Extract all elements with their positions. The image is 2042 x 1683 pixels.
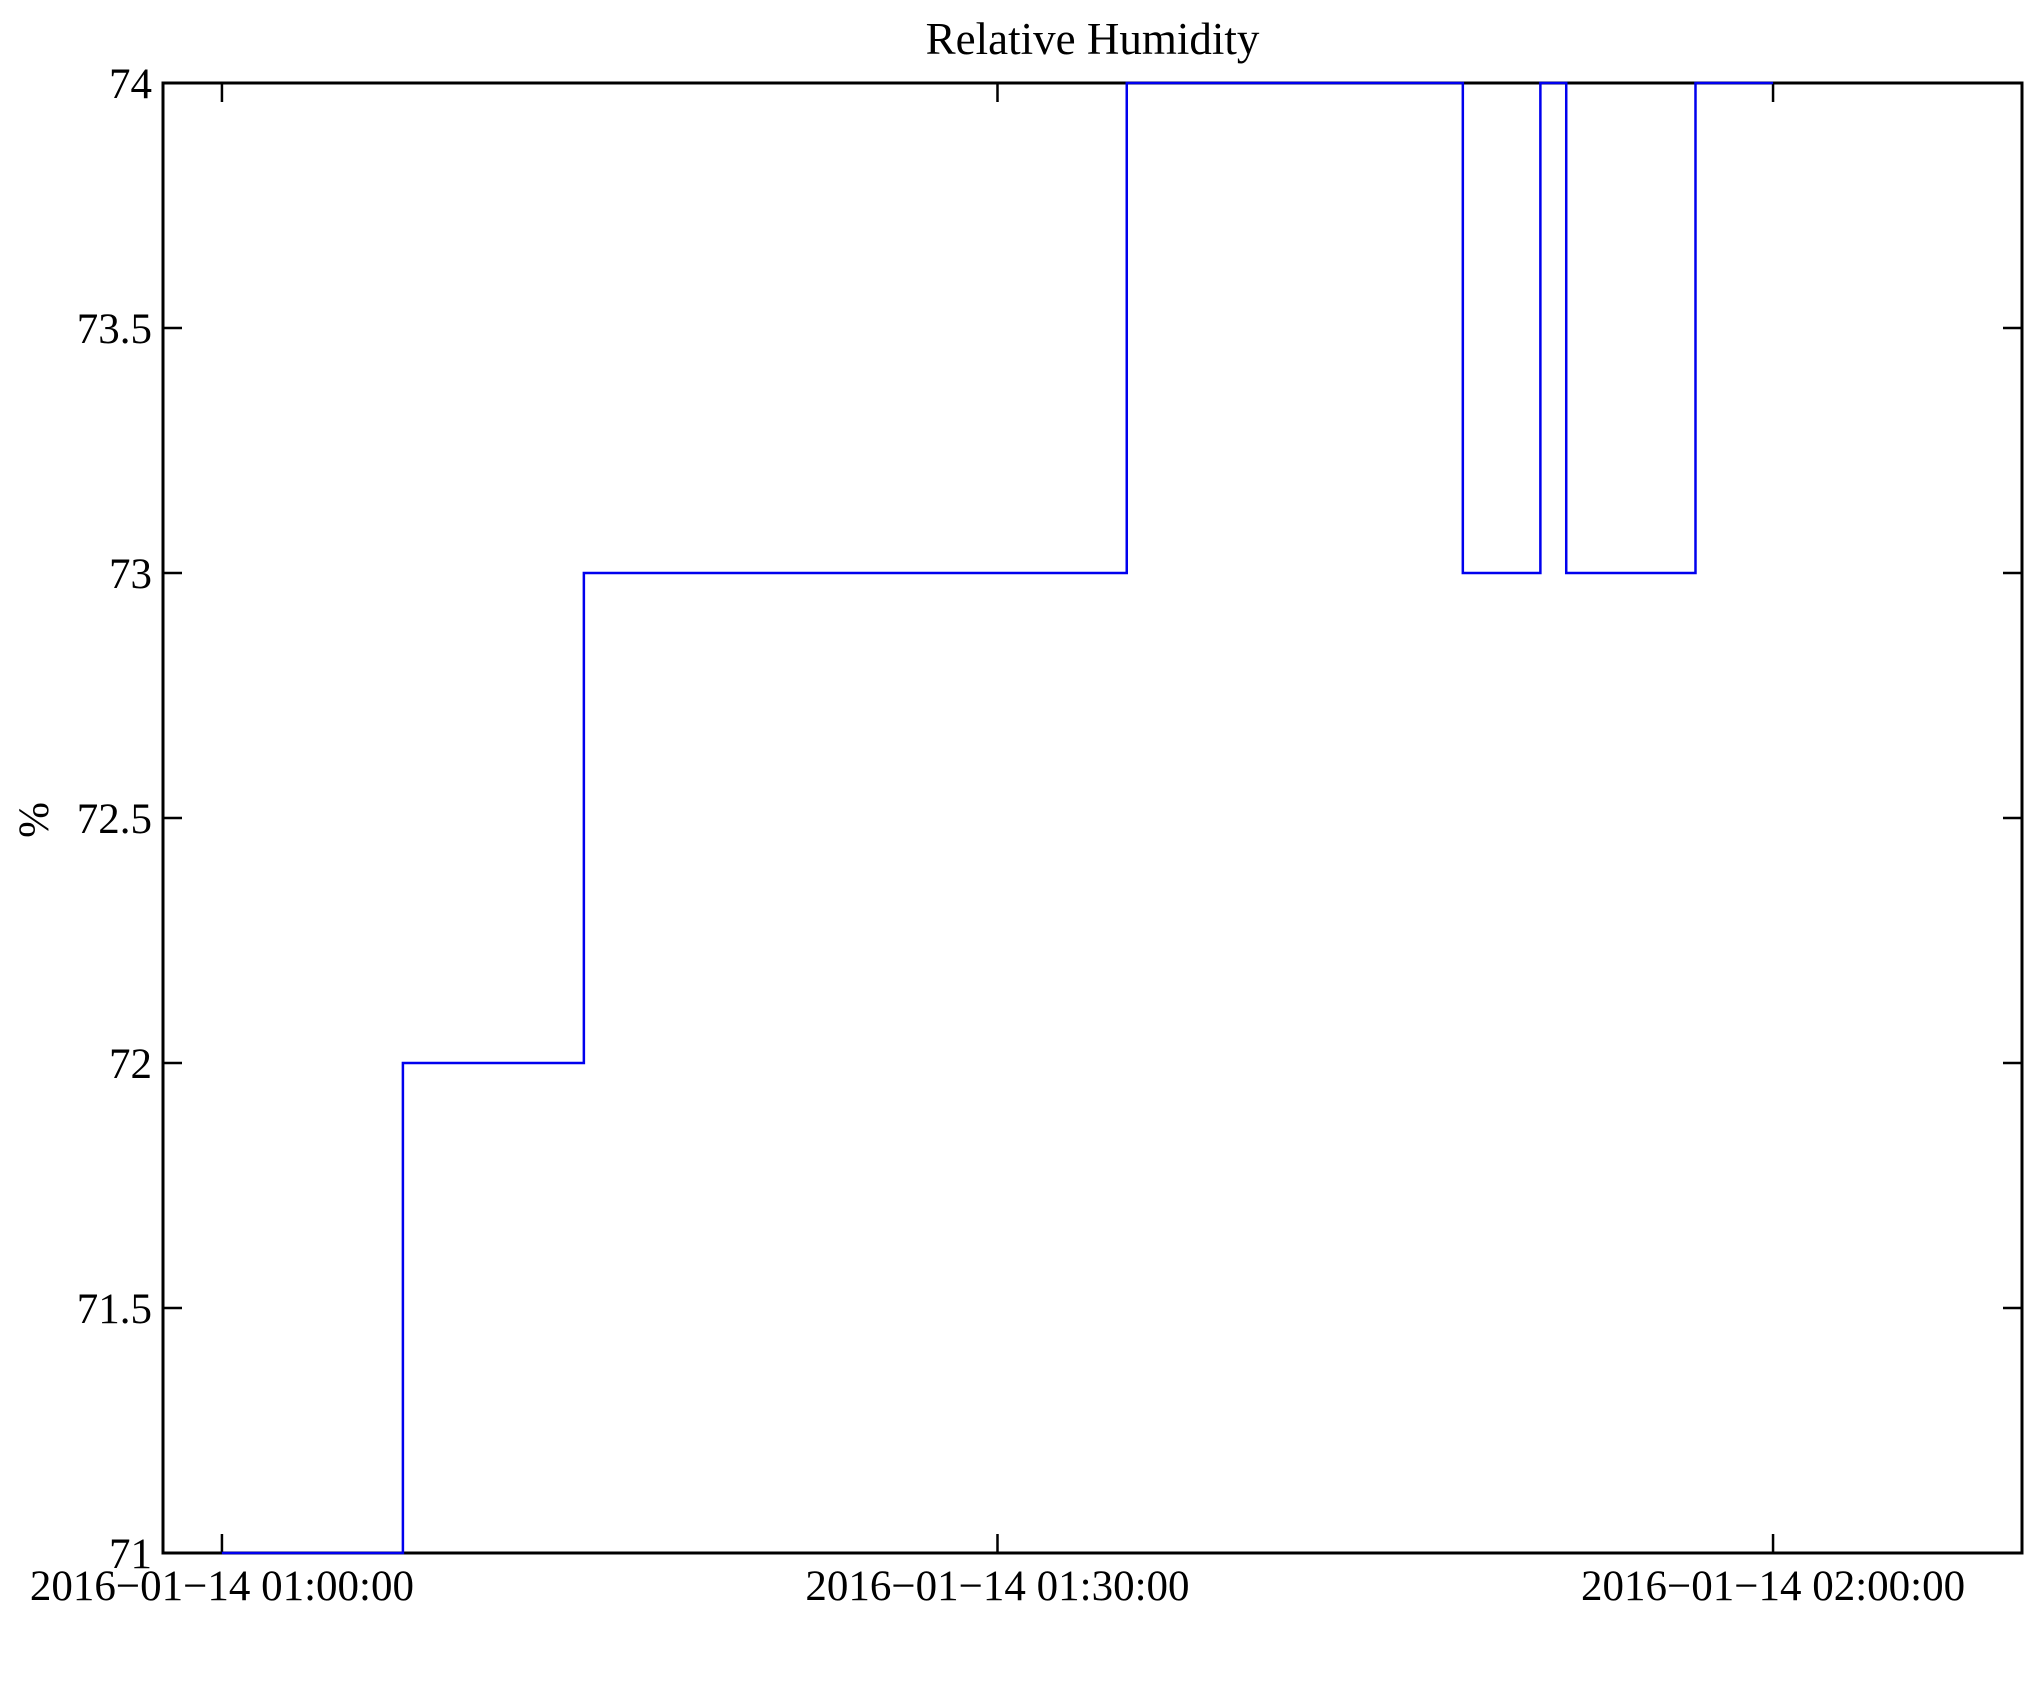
- y-tick-label: 71: [109, 1531, 152, 1578]
- y-ticks: 71 71.5 72 72.5 73 73.5 74: [77, 61, 2022, 1578]
- humidity-step-line: [221, 81, 1774, 1555]
- x-ticks: 2016−01−14 01:00:00 2016−01−14 01:30:00 20…: [30, 83, 1965, 1610]
- y-tick-label: 72: [109, 1041, 152, 1088]
- x-tick-label: 2016−01−14 01:00:00: [30, 1563, 414, 1610]
- y-tick-label: 74: [109, 61, 152, 108]
- x-tick-label: 2016−01−14 01:30:00: [805, 1563, 1189, 1610]
- y-tick-label: 73: [109, 551, 152, 598]
- y-axis-label: %: [10, 802, 58, 838]
- x-tick-label: 2016−01−14 02:00:00: [1581, 1563, 1965, 1610]
- y-tick-label: 71.5: [77, 1286, 152, 1333]
- chart-title: Relative Humidity: [925, 14, 1260, 64]
- y-tick-label: 73.5: [77, 306, 152, 353]
- axes-border: [161, 81, 2024, 1555]
- y-tick-label: 72.5: [77, 796, 152, 843]
